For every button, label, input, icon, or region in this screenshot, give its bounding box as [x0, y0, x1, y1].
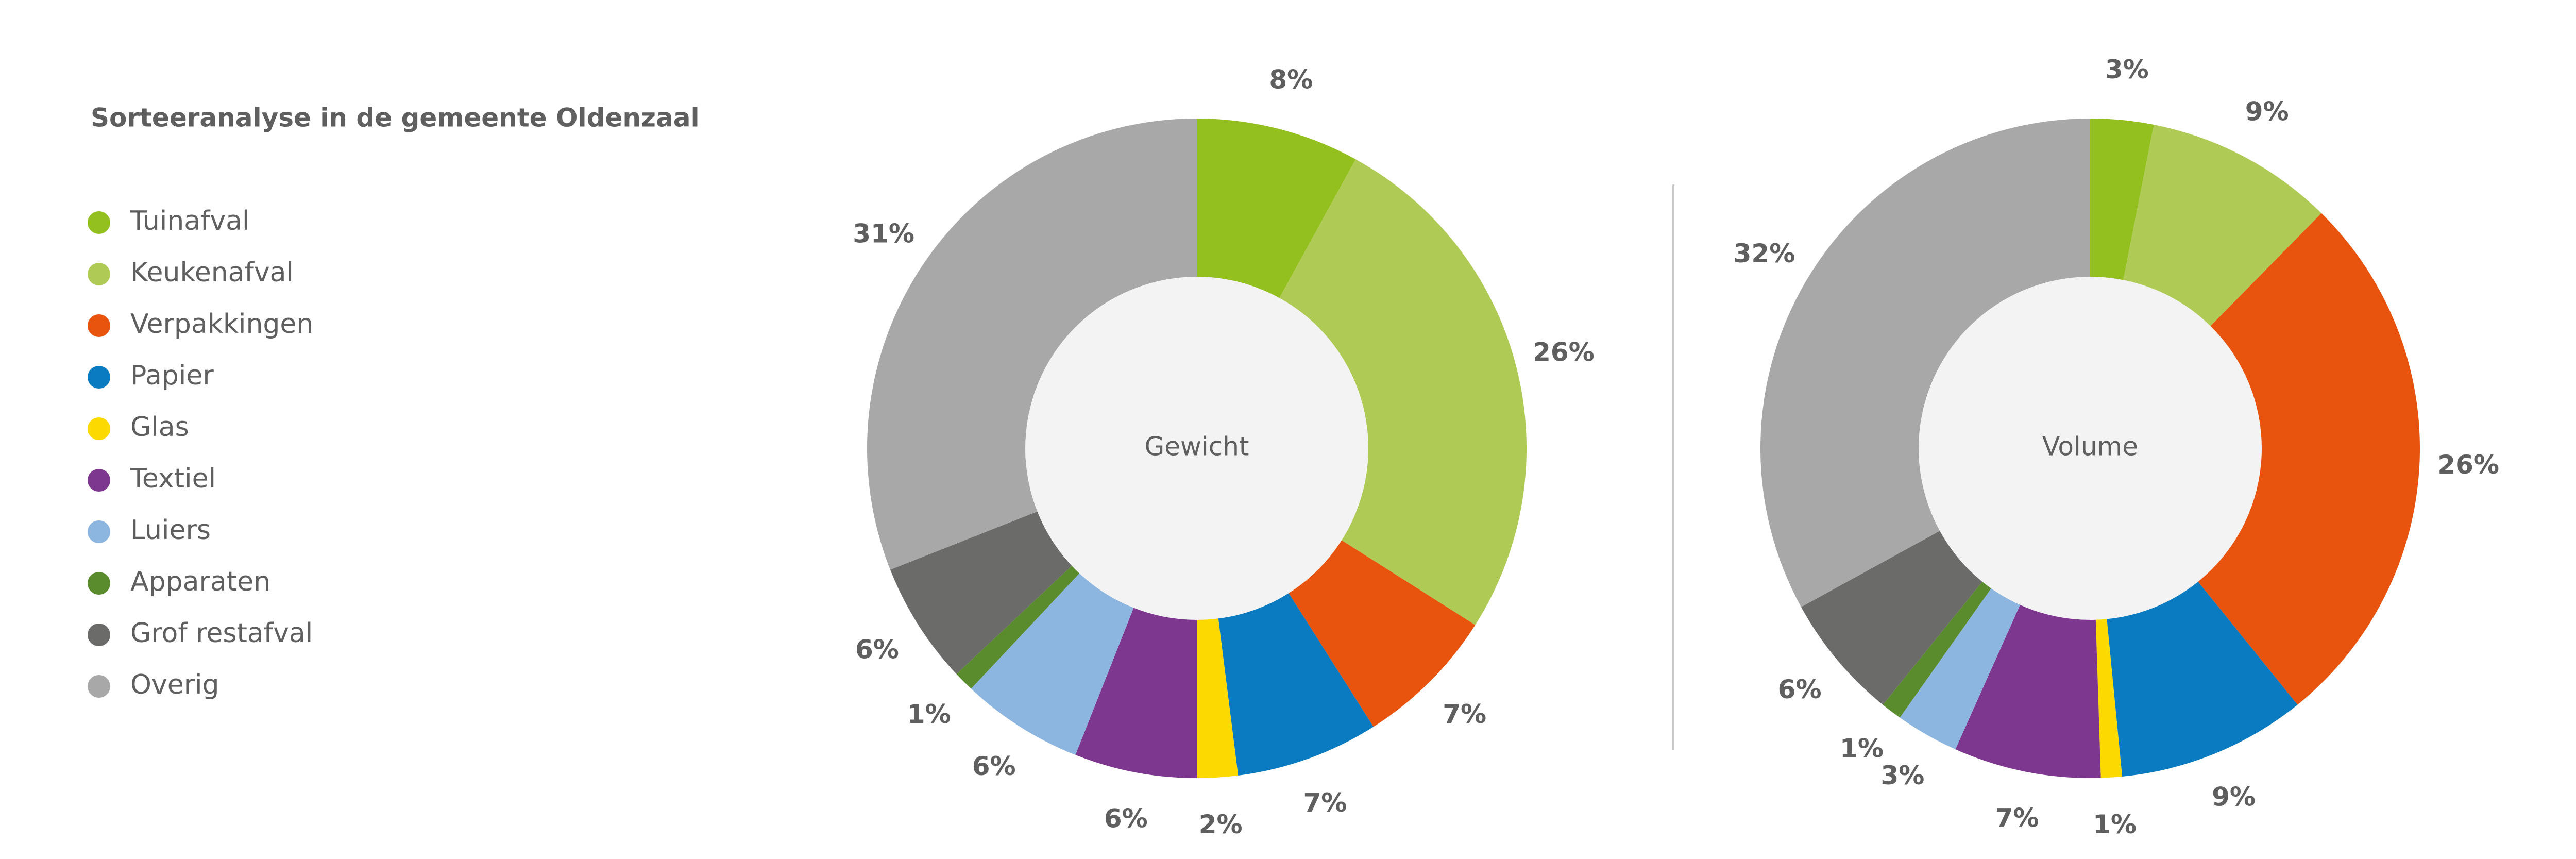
legend-marker	[88, 572, 110, 595]
data-label: 2%	[1199, 810, 1243, 839]
data-label: 26%	[1533, 338, 1595, 367]
legend-label: Luiers	[130, 515, 211, 546]
legend-marker	[88, 263, 110, 285]
donut-hole	[1025, 277, 1368, 620]
data-label: 9%	[2245, 97, 2289, 127]
pie-slice	[1197, 159, 1527, 625]
data-label: 7%	[1443, 699, 1486, 729]
data-label: 7%	[1995, 803, 2039, 833]
legend-marker	[88, 366, 110, 389]
data-label: 6%	[972, 751, 1016, 781]
legend-marker	[88, 417, 110, 440]
data-label: 32%	[1734, 239, 1795, 268]
legend-label: Tuinafval	[130, 206, 250, 237]
data-label: 26%	[2437, 450, 2499, 480]
legend-label: Overig	[130, 669, 219, 700]
legend-label: Textiel	[130, 463, 216, 494]
legend-label: Keukenafval	[130, 257, 294, 288]
data-label: 31%	[853, 218, 914, 248]
center-label: Volume	[2042, 432, 2138, 462]
legend-marker	[88, 675, 110, 698]
data-label: 1%	[1840, 734, 1884, 764]
legend-marker	[88, 624, 110, 646]
data-label: 8%	[1269, 65, 1313, 95]
data-label: 1%	[2093, 810, 2137, 839]
data-label: 1%	[907, 699, 951, 729]
legend-label: Glas	[130, 412, 189, 443]
donut-hole	[1919, 277, 2262, 620]
data-label: 7%	[1303, 788, 1347, 818]
data-label: 6%	[855, 634, 899, 664]
legend-marker	[88, 520, 110, 543]
center-label: Gewicht	[1144, 432, 1249, 462]
data-label: 3%	[1880, 761, 1924, 790]
data-label: 6%	[1104, 803, 1148, 833]
legend-label: Verpakkingen	[130, 309, 313, 340]
legend-label: Papier	[130, 360, 214, 391]
legend-label: Grof restafval	[130, 618, 313, 649]
page-title: Sorteeranalyse in de gemeente Oldenzaal	[91, 103, 700, 133]
data-label: 9%	[2212, 782, 2256, 812]
legend-marker	[88, 469, 110, 492]
legend-label: Apparaten	[130, 566, 270, 597]
legend-marker	[88, 314, 110, 337]
data-label: 3%	[2105, 55, 2149, 85]
legend-marker	[88, 211, 110, 234]
data-label: 6%	[1778, 675, 1822, 704]
